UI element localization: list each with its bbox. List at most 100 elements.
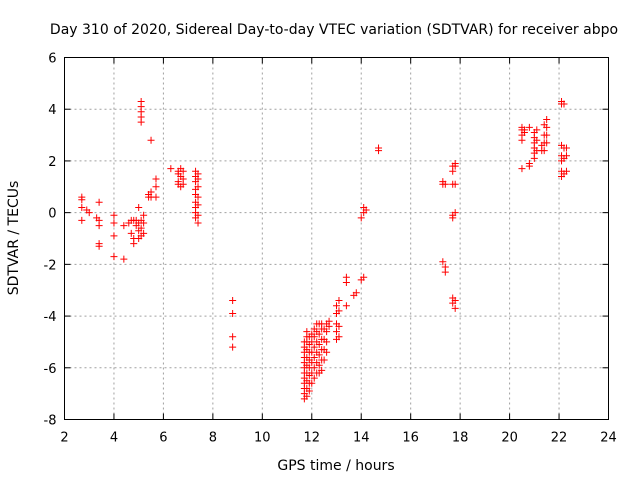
data-point — [525, 123, 533, 131]
data-point — [229, 297, 237, 305]
data-point — [194, 175, 202, 183]
data-point — [449, 214, 457, 222]
data-point — [335, 307, 343, 315]
data-point — [127, 229, 135, 237]
data-point — [441, 180, 449, 188]
plot-frame — [64, 57, 609, 420]
y-axis-label: SDTVAR / TECUs — [6, 181, 22, 296]
data-point — [194, 193, 202, 201]
y-tick-label: -8 — [44, 414, 57, 429]
data-point — [543, 131, 551, 139]
data-point — [449, 167, 457, 175]
data-point — [95, 242, 103, 250]
data-point — [375, 147, 383, 155]
data-point — [318, 366, 326, 374]
data-point — [152, 175, 160, 183]
data-point — [194, 211, 202, 219]
data-point — [342, 273, 350, 281]
data-point — [194, 219, 202, 227]
data-point — [140, 219, 148, 227]
x-axis-label: GPS time / hours — [277, 458, 394, 474]
data-point — [543, 116, 551, 124]
data-point — [135, 203, 143, 211]
y-tick-label: -2 — [44, 258, 57, 273]
data-point — [194, 183, 202, 191]
data-point — [533, 126, 541, 134]
data-point — [310, 343, 318, 351]
data-point — [560, 100, 568, 108]
data-point — [342, 302, 350, 310]
data-point — [78, 196, 86, 204]
data-point — [137, 118, 145, 126]
x-tick-label: 16 — [402, 431, 419, 446]
data-point — [562, 167, 570, 175]
y-tick-label: -4 — [44, 310, 57, 325]
data-point — [78, 216, 86, 224]
y-tick-label: 4 — [48, 103, 56, 118]
data-point — [315, 351, 323, 359]
data-point — [352, 289, 360, 297]
data-point — [451, 180, 459, 188]
y-tick-label: -6 — [44, 362, 57, 377]
data-point — [451, 304, 459, 312]
data-point — [451, 162, 459, 170]
data-point — [137, 224, 145, 232]
data-point — [310, 374, 318, 382]
data-point — [543, 139, 551, 147]
data-point — [323, 348, 331, 356]
data-point — [320, 356, 328, 364]
data-point — [120, 255, 128, 263]
grid-lines — [64, 57, 609, 420]
data-point — [323, 338, 331, 346]
data-point — [95, 222, 103, 230]
x-tick-label: 24 — [600, 431, 617, 446]
data-point — [357, 214, 365, 222]
data-point — [518, 136, 526, 144]
data-point — [451, 297, 459, 305]
data-point — [451, 209, 459, 217]
y-tick-label: 0 — [48, 207, 56, 222]
data-point — [310, 364, 318, 372]
data-point — [305, 387, 313, 395]
data-point — [303, 328, 311, 336]
data-point — [562, 144, 570, 152]
data-point — [229, 333, 237, 341]
data-point — [110, 253, 118, 261]
data-point — [533, 136, 541, 144]
data-point — [441, 268, 449, 276]
data-point — [110, 211, 118, 219]
data-point — [147, 136, 155, 144]
x-tick-label: 6 — [159, 431, 167, 446]
data-point — [140, 229, 148, 237]
data-point — [315, 361, 323, 369]
x-tick-label: 20 — [501, 431, 518, 446]
y-tick-label: 2 — [48, 155, 56, 170]
data-point — [362, 206, 370, 214]
data-point — [308, 379, 316, 387]
x-tick-label: 4 — [110, 431, 118, 446]
data-point — [335, 322, 343, 330]
data-point — [147, 188, 155, 196]
data-point — [310, 353, 318, 361]
data-point — [130, 240, 138, 248]
data-point — [110, 232, 118, 240]
data-point — [562, 152, 570, 160]
data-point — [85, 209, 93, 217]
x-tick-label: 2 — [60, 431, 68, 446]
data-point — [78, 203, 86, 211]
data-point — [179, 167, 187, 175]
data-point — [152, 183, 160, 191]
data-point — [333, 302, 340, 310]
data-point — [323, 328, 331, 336]
data-point — [140, 211, 148, 219]
data-point — [194, 201, 202, 209]
data-point — [315, 341, 323, 349]
data-point — [518, 165, 526, 173]
data-point — [325, 317, 333, 325]
y-tick-labels: -8 -6 -4 -2 0 2 4 6 — [44, 52, 57, 429]
data-point — [520, 128, 528, 136]
data-point — [315, 330, 323, 338]
y-tick-label: 6 — [48, 52, 56, 67]
data-point — [540, 147, 548, 155]
